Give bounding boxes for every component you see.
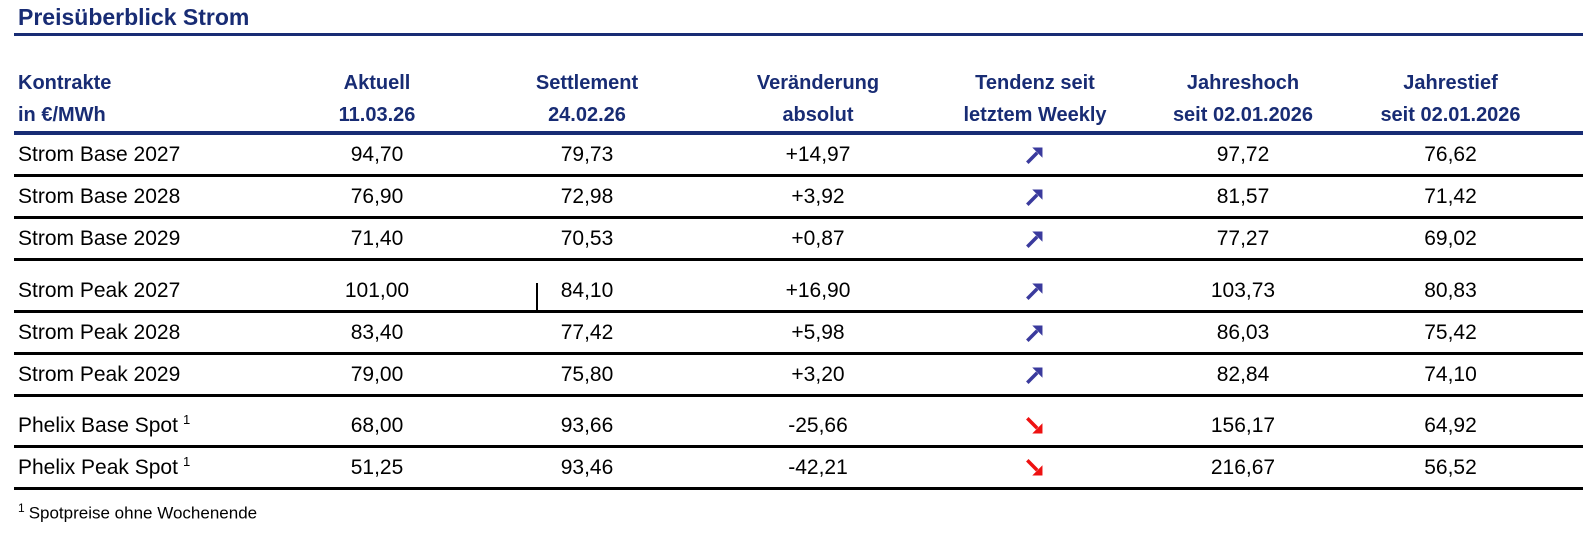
footnote-marker: 1 — [182, 453, 191, 469]
table-row-phelix-base-spot: Phelix Base Spot 1 68,00 93,66 -25,66 156… — [14, 406, 1583, 448]
footnote-marker — [180, 277, 185, 292]
text-cursor — [536, 283, 538, 313]
contract-name: Strom Base 2027 — [14, 143, 314, 167]
footnote-marker — [180, 225, 185, 240]
aktuell-value: 71,40 — [350, 226, 404, 250]
settlement-value: 93,66 — [560, 413, 614, 437]
contract-name: Strom Base 2029 — [14, 227, 314, 251]
jahrestief-value: 71,42 — [1424, 184, 1477, 208]
trend-arrow-icon — [902, 322, 1168, 344]
table-row-strom-base-2027: Strom Base 2027 94,70 79,73 +14,97 97,72… — [14, 135, 1583, 177]
settlement-value: 77,42 — [560, 320, 614, 344]
veraenderung-value: -25,66 — [788, 413, 848, 437]
header-aktuell-line2: 11.03.26 — [338, 104, 416, 126]
jahreshoch-value: 97,72 — [1216, 142, 1270, 166]
footnote-marker — [180, 319, 185, 334]
header-jahreshoch-line2: seit 02.01.2026 — [1172, 104, 1314, 126]
aktuell-value: 94,70 — [350, 142, 404, 166]
jahrestief-value: 80,83 — [1424, 278, 1477, 302]
header-divider — [14, 131, 1583, 135]
trend-arrow-icon — [902, 457, 1168, 479]
trend-arrow-icon — [902, 280, 1168, 302]
header-aktuell-line1: Aktuell — [343, 72, 411, 94]
jahrestief-value: 69,02 — [1424, 226, 1477, 250]
contract-name: Phelix Base Spot 1 — [18, 411, 191, 437]
settlement-value: 75,80 — [560, 362, 614, 386]
jahrestief-value: 56,52 — [1424, 455, 1477, 479]
settlement-value: 93,46 — [560, 455, 614, 479]
jahrestief-value: 64,92 — [1424, 413, 1477, 437]
title-divider — [14, 33, 1583, 36]
trend-arrow-icon — [902, 144, 1168, 166]
footnote-text: Spotpreise ohne Wochenende — [28, 503, 258, 523]
header-tendenz-line1: Tendenz seit — [975, 72, 1095, 94]
contract-name: Strom Base 2028 — [14, 185, 314, 209]
jahreshoch-value: 77,27 — [1216, 226, 1270, 250]
jahreshoch-value: 81,57 — [1216, 184, 1270, 208]
settlement-value: 70,53 — [560, 226, 614, 250]
aktuell-value: 68,00 — [350, 413, 404, 437]
footnote-marker — [180, 141, 185, 156]
contract-name: Strom Peak 2027 — [14, 279, 314, 303]
veraenderung-value: +3,92 — [791, 184, 845, 208]
table-row-strom-peak-2027: Strom Peak 2027 101,00 84,10 +16,90 103,… — [14, 271, 1583, 313]
aktuell-value: 83,40 — [350, 320, 404, 344]
table-row-strom-peak-2028: Strom Peak 2028 83,40 77,42 +5,98 86,03 … — [14, 313, 1583, 355]
settlement-value: 79,73 — [560, 142, 614, 166]
table-row-strom-peak-2029: Strom Peak 2029 79,00 75,80 +3,20 82,84 … — [14, 355, 1583, 397]
footnote-marker — [180, 361, 185, 376]
veraenderung-value: +0,87 — [791, 226, 845, 250]
table-header: Kontrakte Aktuell Settlement Veränderung… — [14, 67, 1594, 131]
veraenderung-value: +3,20 — [791, 362, 845, 386]
footnote: 1 Spotpreise ohne Wochenende — [14, 501, 1594, 524]
table-row-strom-base-2029: Strom Base 2029 71,40 70,53 +0,87 77,27 … — [14, 219, 1583, 261]
header-settlement-line2: 24.02.26 — [548, 104, 626, 126]
footnote-marker: 1 — [18, 501, 25, 515]
trend-arrow-icon — [902, 364, 1168, 386]
veraenderung-value: -42,21 — [788, 455, 848, 479]
settlement-value: 84,10 — [560, 278, 614, 302]
jahreshoch-value: 103,73 — [1210, 278, 1276, 302]
footnote-marker — [180, 183, 185, 198]
header-jahrestief-line1: Jahrestief — [1403, 72, 1498, 94]
aktuell-value: 101,00 — [344, 278, 410, 302]
jahrestief-value: 76,62 — [1424, 142, 1477, 166]
aktuell-value: 79,00 — [350, 362, 404, 386]
jahreshoch-value: 216,67 — [1210, 455, 1276, 479]
jahreshoch-value: 156,17 — [1210, 413, 1276, 437]
aktuell-value: 76,90 — [350, 184, 404, 208]
page-title: Preisüberblick Strom — [18, 4, 250, 30]
header-settlement-line1: Settlement — [535, 72, 639, 94]
trend-arrow-icon — [902, 415, 1168, 437]
veraenderung-value: +16,90 — [785, 278, 851, 302]
jahreshoch-value: 82,84 — [1216, 362, 1270, 386]
header-veraenderung-line2: absolut — [782, 104, 854, 126]
settlement-value: 72,98 — [560, 184, 614, 208]
header-veraenderung-line1: Veränderung — [756, 72, 880, 94]
jahrestief-value: 75,42 — [1424, 320, 1477, 344]
veraenderung-value: +5,98 — [791, 320, 845, 344]
jahreshoch-value: 86,03 — [1216, 320, 1270, 344]
contract-name: Phelix Peak Spot 1 — [18, 453, 191, 479]
header-jahreshoch-line1: Jahreshoch — [1186, 72, 1300, 94]
table-row-phelix-peak-spot: Phelix Peak Spot 1 51,25 93,46 -42,21 216… — [14, 448, 1583, 490]
veraenderung-value: +14,97 — [785, 142, 851, 166]
contract-name: Strom Peak 2029 — [14, 363, 314, 387]
jahrestief-value: 74,10 — [1424, 362, 1477, 386]
aktuell-value: 51,25 — [350, 455, 404, 479]
header-kontrakte-line2: in €/MWh — [18, 104, 106, 126]
trend-arrow-icon — [902, 186, 1168, 208]
header-tendenz-line2: letztem Weekly — [963, 104, 1107, 126]
table-row-strom-base-2028: Strom Base 2028 76,90 72,98 +3,92 81,57 … — [14, 177, 1583, 219]
header-jahrestief-line2: seit 02.01.2026 — [1380, 104, 1521, 126]
contract-name: Strom Peak 2028 — [14, 321, 314, 345]
header-kontrakte-line1: Kontrakte — [18, 72, 112, 94]
footnote-marker: 1 — [182, 411, 191, 427]
trend-arrow-icon — [902, 228, 1168, 250]
